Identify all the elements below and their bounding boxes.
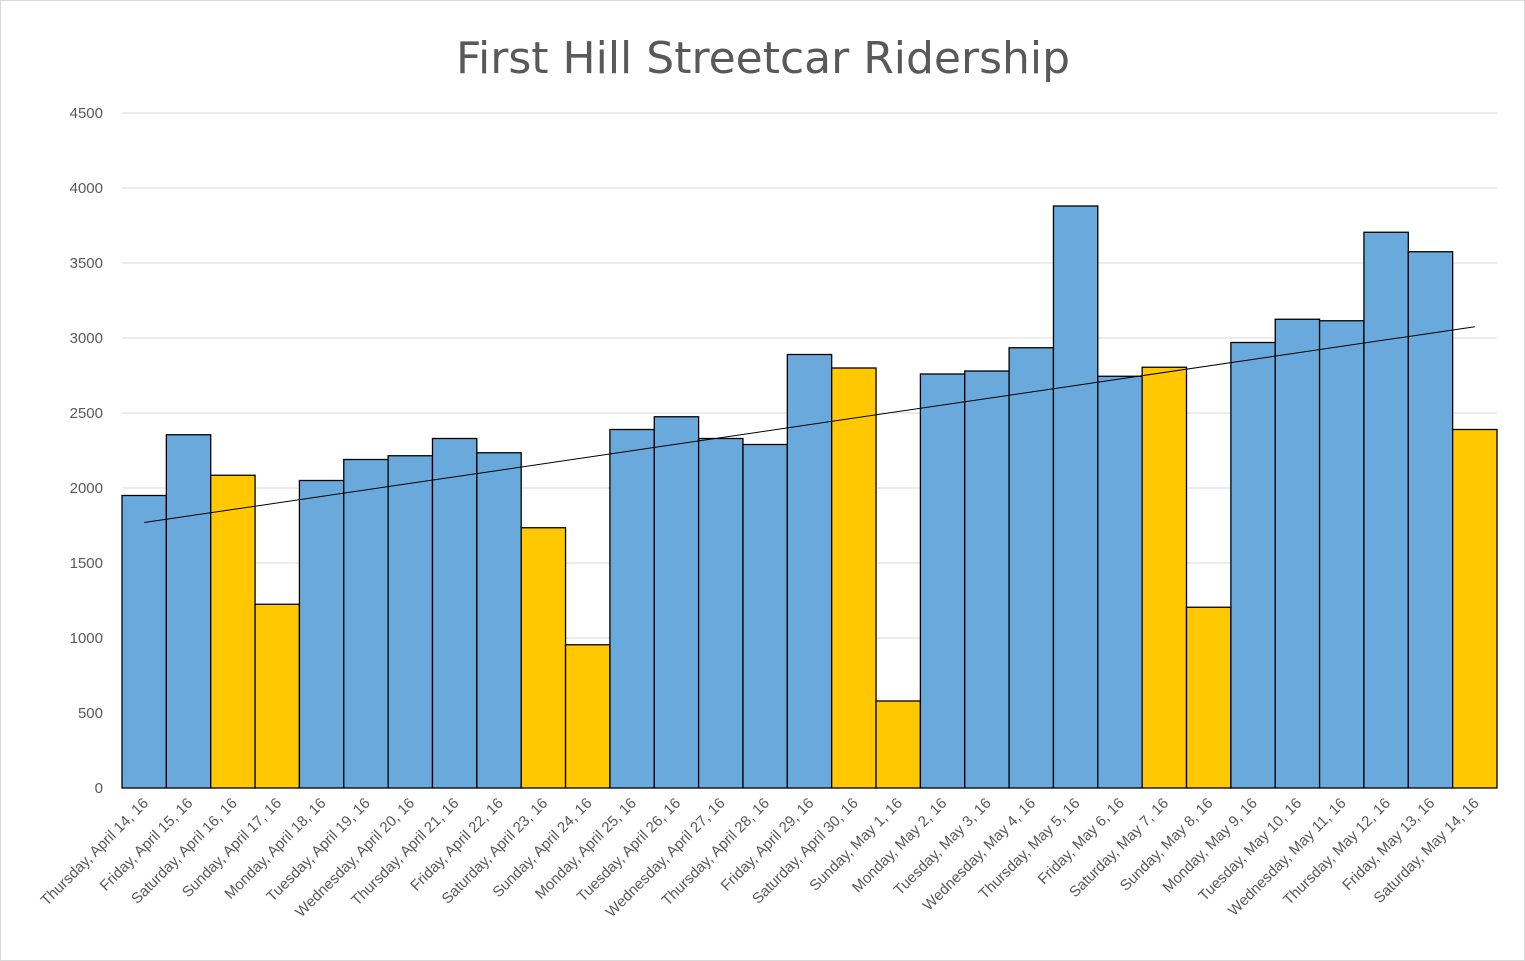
bar-7 <box>387 455 434 789</box>
bar-15 <box>742 443 788 789</box>
bar-21 <box>1008 347 1055 789</box>
bar-19 <box>919 373 966 789</box>
y-tick-label-3000: 3000 <box>70 330 103 347</box>
bar-18 <box>875 700 922 789</box>
bar-14 <box>697 437 744 789</box>
bar-6 <box>343 458 389 789</box>
bar-4 <box>254 603 301 789</box>
bar-12 <box>609 428 655 789</box>
y-tick-label-4000: 4000 <box>70 180 103 197</box>
bar-24 <box>1141 366 1188 789</box>
y-tick-label-3500: 3500 <box>70 255 103 272</box>
bar-10 <box>520 527 567 789</box>
bar-16 <box>786 353 833 789</box>
bar-9 <box>476 452 522 789</box>
bar-22 <box>1052 205 1099 789</box>
chart-title: First Hill Streetcar Ridership <box>456 33 1070 84</box>
bar-31 <box>1451 428 1498 789</box>
bar-2 <box>165 434 212 789</box>
bar-30 <box>1407 251 1454 789</box>
bar-1 <box>121 494 168 789</box>
bar-11 <box>564 644 611 789</box>
bar-20 <box>964 370 1010 789</box>
y-tick-label-2500: 2500 <box>70 405 103 422</box>
bar-13 <box>653 416 700 789</box>
bar-26 <box>1230 341 1276 789</box>
bar-5 <box>298 479 345 789</box>
y-axis-ticks: 0 500 1000 1500 2000 2500 3000 3500 4000 4500 <box>70 105 103 797</box>
bar-17 <box>831 367 877 789</box>
bar-27 <box>1274 318 1321 789</box>
y-tick-label-1500: 1500 <box>70 555 103 572</box>
y-tick-label-4500: 4500 <box>70 105 103 122</box>
bar-8 <box>431 437 478 789</box>
trendline <box>144 326 1475 523</box>
bar-3 <box>210 474 256 789</box>
bar-25 <box>1185 606 1232 789</box>
y-tick-label-0: 0 <box>95 780 103 797</box>
bar-28 <box>1318 320 1365 789</box>
y-tick-label-2000: 2000 <box>70 480 103 497</box>
y-tick-label-500: 500 <box>78 705 103 722</box>
bar-29 <box>1363 231 1409 789</box>
trendline-group <box>144 326 1475 523</box>
bar-23 <box>1097 375 1143 789</box>
bars <box>121 205 1498 789</box>
y-tick-label-1000: 1000 <box>70 630 103 647</box>
